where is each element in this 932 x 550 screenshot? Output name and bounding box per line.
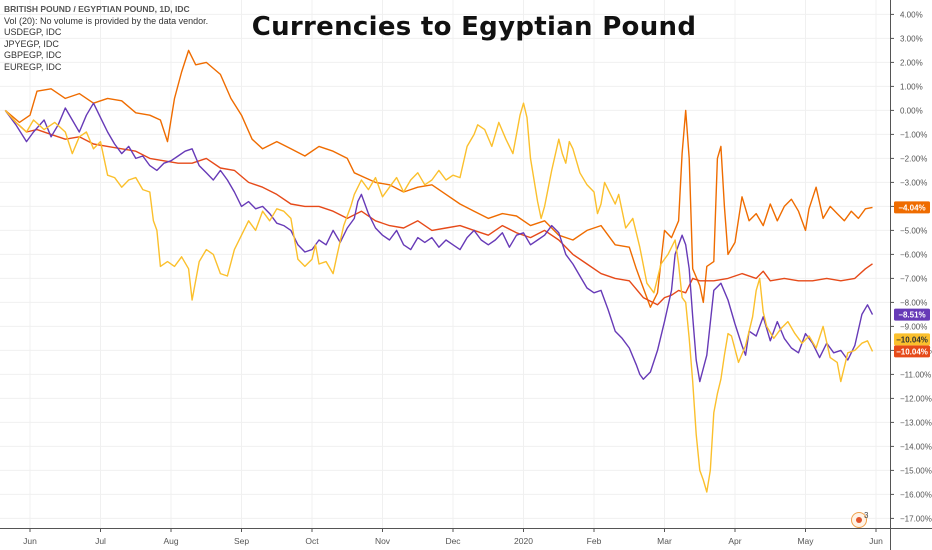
legend-series-jpy: JPYEGP, IDC: [4, 38, 59, 49]
y-tick-label: 4.00%: [900, 10, 923, 19]
last-value-badge-text: −8.51%: [898, 311, 925, 320]
last-value-badge-eur: −10.04%: [894, 345, 930, 358]
x-tick-label: Apr: [728, 536, 741, 546]
x-tick-label: Jun: [23, 536, 37, 546]
y-tick-label: −5.00%: [900, 226, 927, 235]
y-tick-label: −9.00%: [900, 322, 927, 331]
y-tick-label: −6.00%: [900, 250, 927, 259]
y-tick-label: −13.00%: [900, 418, 932, 427]
y-tick-label: −1.00%: [900, 130, 927, 139]
series-line-gbp[interactable]: [4, 102, 874, 383]
last-value-badge-text: −10.04%: [896, 347, 928, 356]
legend-series-eur: EUREGP, IDC: [4, 61, 62, 72]
y-tick-label: −8.00%: [900, 298, 927, 307]
y-tick-label: −14.00%: [900, 442, 932, 451]
series-line-usd[interactable]: [4, 49, 873, 308]
y-tick-label: −3.00%: [900, 178, 927, 187]
y-tick-label: −7.00%: [900, 274, 927, 283]
x-tick-label: Mar: [657, 536, 672, 546]
x-tick-label: Jul: [95, 536, 106, 546]
y-tick-label: −16.00%: [900, 490, 932, 499]
last-value-badge-bg: [894, 308, 930, 321]
chart-title: Currencies to Egyptian Pound: [251, 12, 697, 42]
last-value-badge-bg: [894, 333, 930, 346]
series-line-jpy[interactable]: [4, 102, 874, 493]
last-value-badge-text: −10.04%: [896, 335, 928, 344]
y-tick-label: −17.00%: [900, 514, 932, 523]
legend-series-gbp: GBPEGP, IDC: [4, 50, 62, 60]
y-tick-label: −11.00%: [900, 370, 931, 379]
y-tick-label: 2.00%: [900, 58, 923, 67]
badge-count: 3: [864, 511, 869, 520]
legend: BRITISH POUND / EGYPTIAN POUND, 1D, IDC …: [4, 4, 208, 73]
y-tick-label: 3.00%: [900, 34, 923, 43]
series-line-eur[interactable]: [4, 109, 873, 306]
x-tick-label: Aug: [163, 536, 178, 546]
y-tick-label: 1.00%: [900, 82, 923, 91]
x-tick-label: May: [797, 536, 814, 546]
x-tick-label: Nov: [375, 536, 391, 546]
legend-series-usd: USDEGP, IDC: [4, 27, 62, 37]
last-value-badge-bg: [894, 345, 930, 358]
legend-main-symbol: BRITISH POUND / EGYPTIAN POUND, 1D, IDC: [4, 4, 190, 14]
y-tick-label: −2.00%: [900, 154, 927, 163]
watermark-logo-icon[interactable]: [851, 512, 867, 528]
y-tick-label: −15.00%: [900, 466, 932, 475]
x-tick-label: Dec: [445, 536, 461, 546]
x-tick-label: Feb: [587, 536, 602, 546]
y-tick-label: −12.00%: [900, 394, 932, 403]
x-tick-label: 2020: [514, 536, 533, 546]
last-value-badge-bg: [894, 201, 930, 214]
x-tick-label: Jun: [869, 536, 883, 546]
last-value-badge-text: −4.04%: [898, 203, 925, 212]
last-value-badge-jpy: −10.04%: [894, 333, 930, 346]
last-value-badge-usd: −4.04%: [894, 201, 930, 214]
last-value-badge-gbp: −8.51%: [894, 308, 930, 321]
x-tick-label: Oct: [305, 536, 319, 546]
x-tick-label: Sep: [234, 536, 249, 546]
y-tick-label: 0.00%: [900, 106, 923, 115]
legend-volume: Vol (20): No volume is provided by the d…: [4, 15, 209, 26]
